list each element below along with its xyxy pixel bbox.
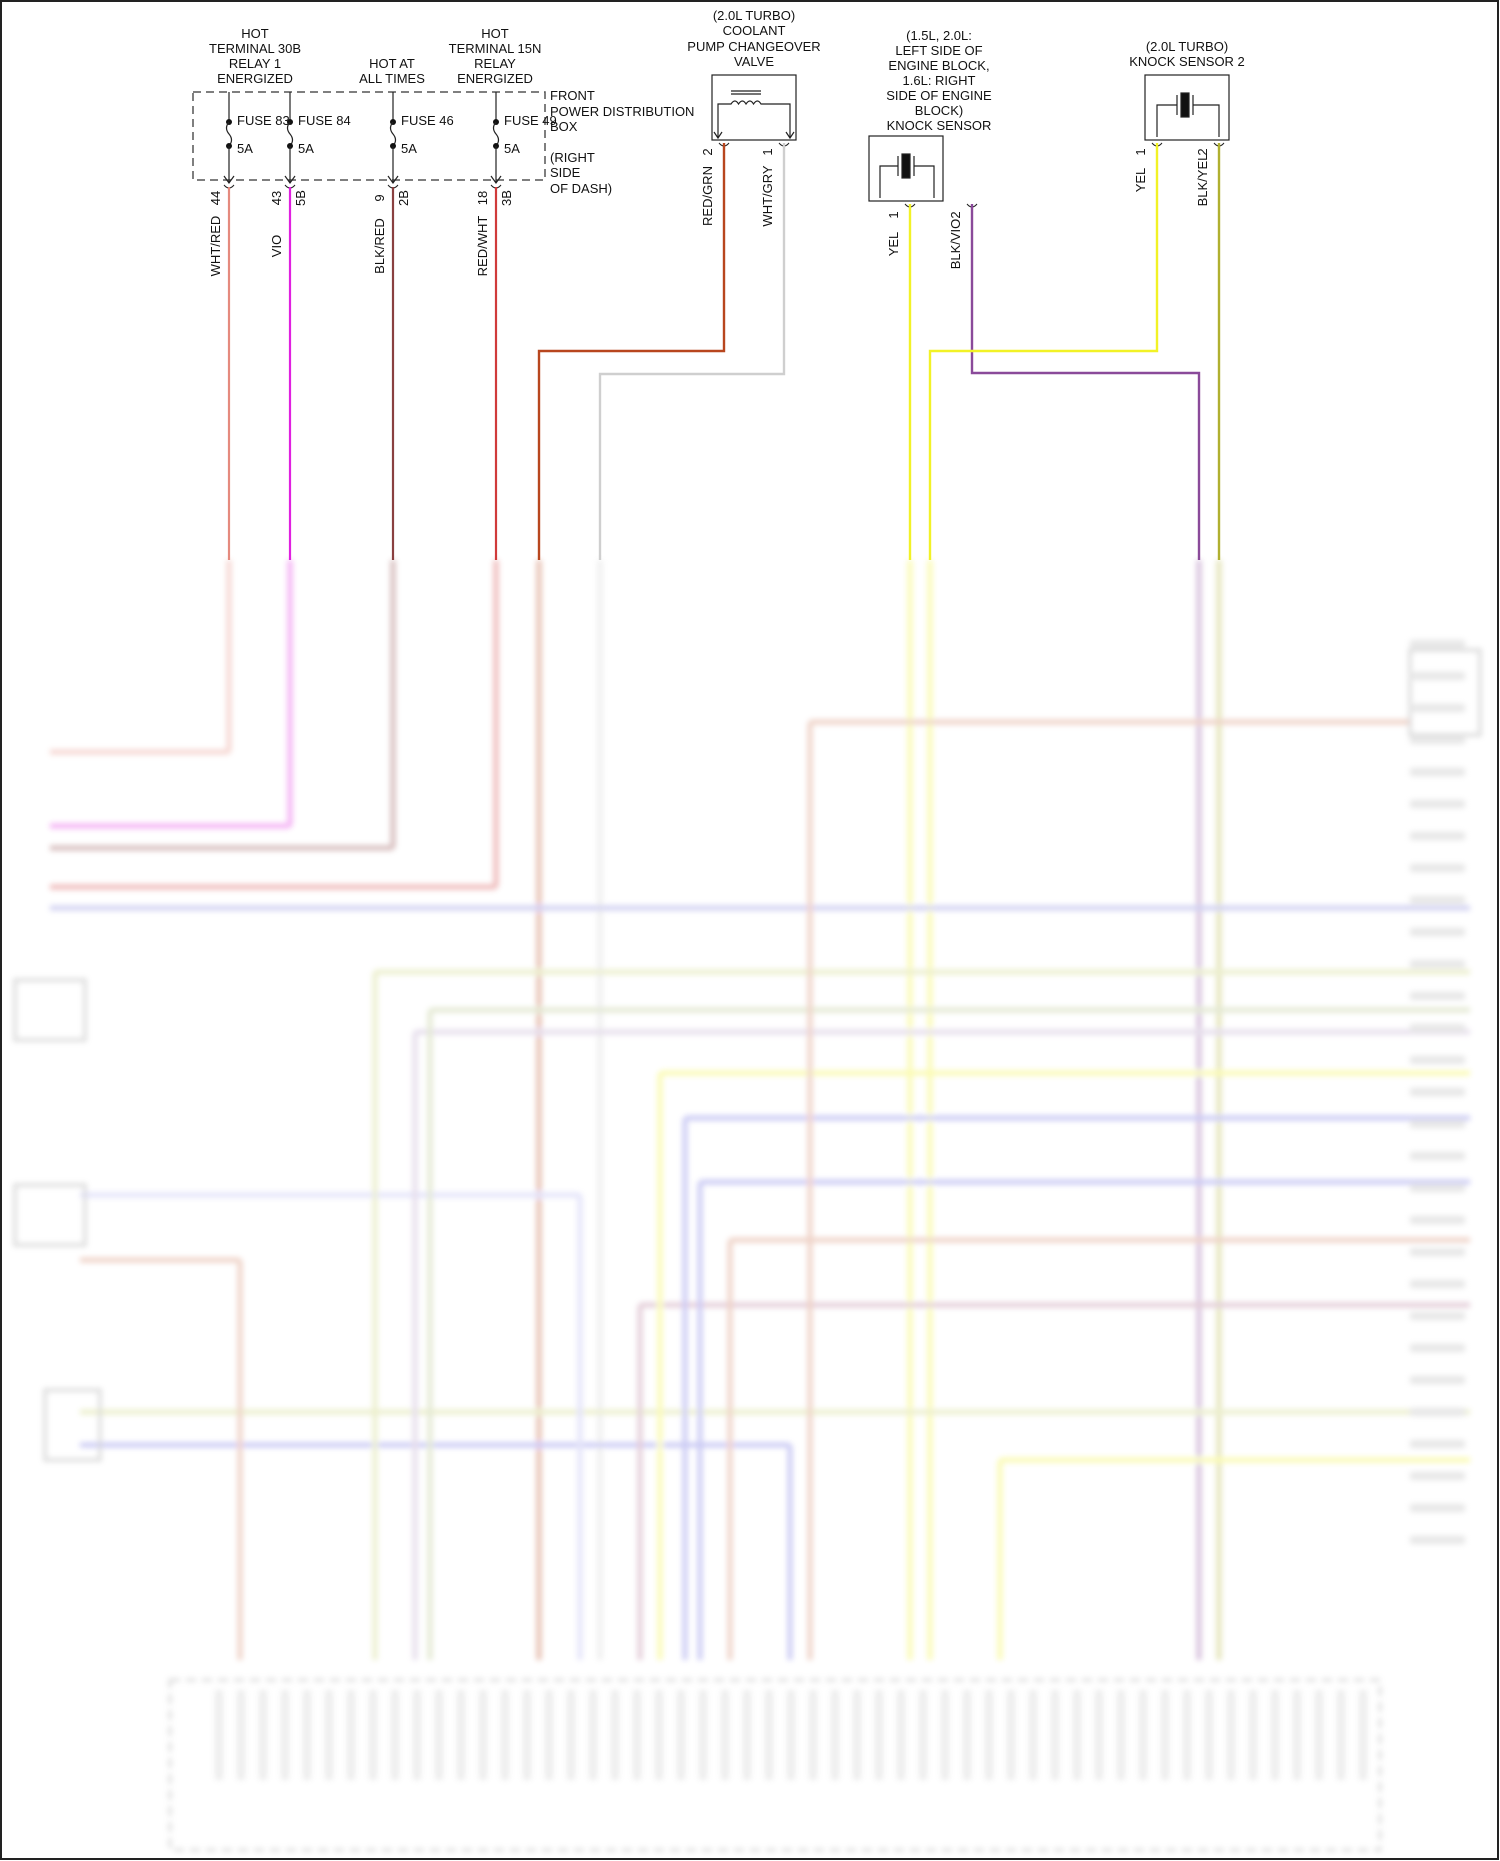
- svg-text:KNOCK SENSOR: KNOCK SENSOR: [887, 118, 992, 133]
- wire-color-label: BLK/VIO: [948, 219, 963, 270]
- pin-number: 1: [760, 148, 775, 155]
- fuse-rating: 5A: [401, 141, 417, 156]
- fuse-83: FUSE 83 5A 44 WHT/RED: [208, 92, 290, 560]
- fuse-rating: 5A: [237, 141, 253, 156]
- fuse-box-outline: [192, 91, 546, 181]
- svg-text:COOLANT: COOLANT: [723, 23, 786, 38]
- knock-sensor-pin-1: 1 YEL: [886, 203, 916, 560]
- obscured-diagram-region: [13, 560, 1482, 1852]
- pin-number: 9: [372, 194, 387, 201]
- connector-id: 5B: [293, 190, 308, 206]
- wire-color-label: YEL: [1133, 168, 1148, 193]
- wire-color-label: WHT/GRY: [760, 165, 775, 226]
- knock-sensor: (1.5L, 2.0L: LEFT SIDE OF ENGINE BLOCK, …: [868, 28, 992, 202]
- svg-text:SIDE: SIDE: [550, 165, 581, 180]
- wire-color-label: RED/GRN: [700, 166, 715, 226]
- fuse-label: FUSE 84: [298, 113, 351, 128]
- svg-text:TERMINAL 15N: TERMINAL 15N: [449, 41, 542, 56]
- coolant-pump-changeover-valve: (2.0L TURBO) COOLANT PUMP CHANGEOVER VAL…: [687, 8, 821, 141]
- wire-color-label: BLK/YEL: [1195, 154, 1210, 207]
- svg-text:(1.5L, 2.0L:: (1.5L, 2.0L:: [906, 28, 972, 43]
- fuse-46: FUSE 46 5A 9 2B BLK/RED: [372, 92, 454, 560]
- svg-text:HOT: HOT: [241, 26, 269, 41]
- svg-text:POWER DISTRIBUTION: POWER DISTRIBUTION: [550, 104, 694, 119]
- pin-number: 1: [1133, 148, 1148, 155]
- svg-text:RELAY 1: RELAY 1: [229, 56, 281, 71]
- svg-text:HOT: HOT: [481, 26, 509, 41]
- svg-text:1.6L: RIGHT: 1.6L: RIGHT: [903, 73, 976, 88]
- pin-number: 2: [700, 148, 715, 155]
- coolant-valve-pin-1: 1 WHT/GRY: [598, 142, 790, 560]
- wire-color-label: WHT/RED: [208, 216, 223, 277]
- piezo-sensor-icon: [1156, 92, 1220, 137]
- wire: [928, 143, 1159, 560]
- fuse-box-label: FRONT POWER DISTRIBUTION BOX (RIGHT SIDE…: [550, 88, 694, 196]
- svg-text:BOX: BOX: [550, 119, 578, 134]
- svg-text:OF DASH): OF DASH): [550, 181, 612, 196]
- wire: [598, 143, 786, 560]
- svg-text:SIDE OF ENGINE: SIDE OF ENGINE: [886, 88, 992, 103]
- pin-number: 18: [475, 191, 490, 205]
- svg-text:PUMP CHANGEOVER: PUMP CHANGEOVER: [687, 39, 820, 54]
- power-source-terminal-15n: HOT TERMINAL 15N RELAY ENERGIZED: [449, 26, 542, 86]
- fuse-label: FUSE 49: [504, 113, 557, 128]
- svg-text:KNOCK SENSOR 2: KNOCK SENSOR 2: [1129, 54, 1245, 69]
- piezo-sensor-icon: [879, 153, 935, 198]
- svg-text:BLOCK): BLOCK): [915, 103, 963, 118]
- svg-text:LEFT SIDE OF: LEFT SIDE OF: [895, 43, 982, 58]
- svg-text:ALL TIMES: ALL TIMES: [359, 71, 425, 86]
- fuse-rating: 5A: [298, 141, 314, 156]
- connector-id: 2B: [396, 190, 411, 206]
- svg-text:FRONT: FRONT: [550, 88, 595, 103]
- wire: [970, 204, 1201, 560]
- connector-id: 3B: [499, 190, 514, 206]
- knock-sensor-2-pin-1: 1 YEL: [928, 142, 1163, 560]
- svg-text:(2.0L TURBO): (2.0L TURBO): [1146, 39, 1228, 54]
- svg-text:ENERGIZED: ENERGIZED: [457, 71, 533, 86]
- pin-number: 1: [886, 211, 901, 218]
- svg-text:ENERGIZED: ENERGIZED: [217, 71, 293, 86]
- svg-text:HOT AT: HOT AT: [369, 56, 415, 71]
- svg-text:RELAY: RELAY: [474, 56, 516, 71]
- svg-text:TERMINAL 30B: TERMINAL 30B: [209, 41, 301, 56]
- wire-color-label: YEL: [886, 232, 901, 257]
- pin-number: 44: [208, 191, 223, 205]
- svg-text:(RIGHT: (RIGHT: [550, 150, 595, 165]
- knock-sensor-2: (2.0L TURBO) KNOCK SENSOR 2: [1129, 39, 1245, 141]
- fuse-label: FUSE 46: [401, 113, 454, 128]
- fuse-label: FUSE 83: [237, 113, 290, 128]
- wire-color-label: VIO: [269, 235, 284, 257]
- wire-color-label: BLK/RED: [372, 218, 387, 274]
- svg-text:ENGINE BLOCK,: ENGINE BLOCK,: [888, 58, 989, 73]
- svg-text:(2.0L TURBO): (2.0L TURBO): [713, 8, 795, 23]
- fuse-84: FUSE 84 5A 43 5B VIO: [269, 92, 351, 560]
- power-source-terminal-30b: HOT TERMINAL 30B RELAY 1 ENERGIZED: [209, 26, 301, 86]
- power-source-hot-at-all-times: HOT AT ALL TIMES: [359, 56, 425, 86]
- svg-text:VALVE: VALVE: [734, 54, 774, 69]
- pin-number: 2: [948, 211, 963, 218]
- wire: [537, 143, 726, 560]
- coolant-valve-pin-2: 2 RED/GRN: [537, 142, 730, 560]
- fuse-49: FUSE 49 5A 18 3B RED/WHT: [475, 92, 557, 560]
- pin-number: 43: [269, 191, 284, 205]
- pin-number: 2: [1195, 148, 1210, 155]
- solenoid-coil-icon: [713, 90, 795, 140]
- fuse-rating: 5A: [504, 141, 520, 156]
- wire-color-label: RED/WHT: [475, 216, 490, 277]
